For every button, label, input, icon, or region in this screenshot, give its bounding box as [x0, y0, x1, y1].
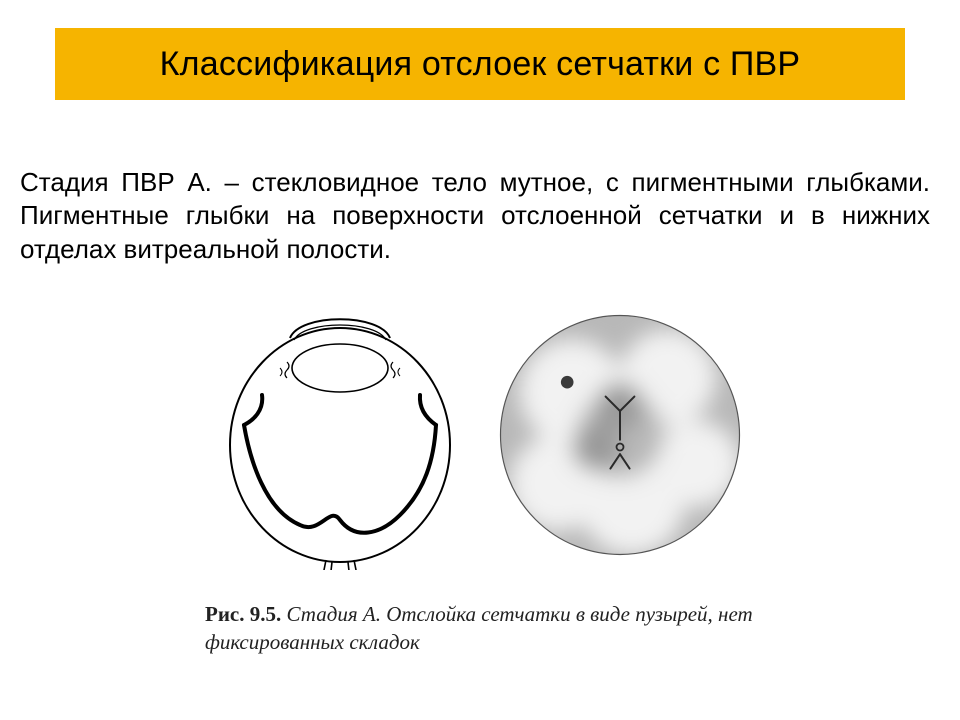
figure-area	[200, 300, 760, 570]
caption-description: Стадия А. Отслойка сетчатки в виде пузыр…	[205, 602, 753, 654]
slide: Классификация отслоек сетчатки с ПВР Ста…	[0, 0, 960, 720]
figure-svg	[200, 300, 760, 570]
title-bar: Классификация отслоек сетчатки с ПВР	[55, 28, 905, 100]
figure-caption: Рис. 9.5. Стадия А. Отслойка сетчатки в …	[205, 600, 805, 657]
body-paragraph: Стадия ПВР А. – стекловидное тело мутное…	[20, 166, 930, 266]
slide-title: Классификация отслоек сетчатки с ПВР	[160, 45, 801, 84]
caption-label: Рис. 9.5.	[205, 602, 281, 626]
